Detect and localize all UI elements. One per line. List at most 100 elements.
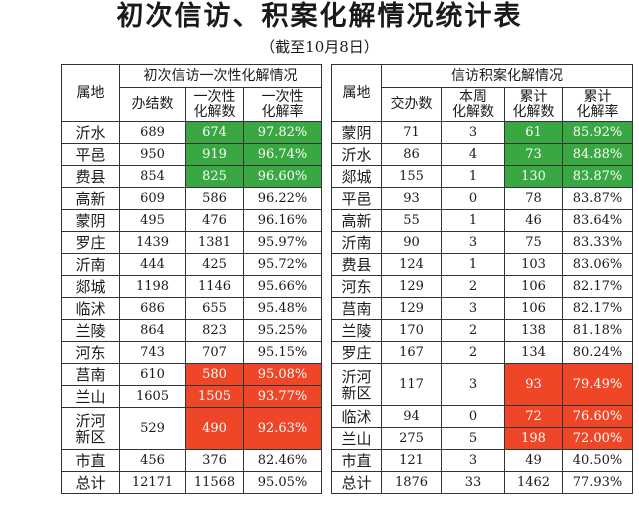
weekly-resolved: 3 — [441, 363, 505, 406]
table-row: 高新 55 1 46 83.64% — [331, 209, 633, 232]
area-name: 兰山 — [61, 385, 120, 408]
table-gap — [322, 64, 330, 501]
right-header-area: 属地 — [331, 64, 382, 122]
resolved-count: 950 — [119, 143, 186, 166]
table-row: 罗庄 1439 1381 95.97% — [61, 231, 322, 254]
assigned-count: 129 — [381, 275, 442, 298]
area-name: 河东 — [61, 341, 120, 364]
table-row: 河东 743 707 95.15% — [61, 341, 322, 364]
table-row: 费县 124 1 103 83.06% — [331, 253, 633, 276]
assigned-count: 121 — [381, 449, 442, 472]
assigned-count: 167 — [381, 341, 442, 364]
cumulative-resolved: 49 — [504, 449, 563, 472]
area-name: 罗庄 — [61, 231, 120, 254]
cumulative-rate: 85.92% — [562, 121, 633, 144]
area-name: 市直 — [331, 449, 382, 472]
cumulative-resolved: 138 — [504, 319, 563, 342]
one-time-rate: 95.66% — [243, 275, 322, 298]
table-row: 兰山 275 5 198 72.00% — [331, 427, 633, 450]
one-time-rate: 97.82% — [243, 121, 322, 144]
resolved-count: 686 — [119, 297, 186, 320]
right-header-d: 累计 化解率 — [562, 87, 633, 122]
one-time-rate: 95.48% — [243, 297, 322, 320]
cumulative-resolved: 73 — [504, 143, 563, 166]
area-name: 罗庄 — [331, 341, 382, 364]
weekly-resolved: 3 — [441, 231, 505, 254]
cumulative-rate: 83.06% — [562, 253, 633, 276]
area-name: 郯城 — [331, 165, 382, 188]
area-name: 蒙阴 — [61, 209, 120, 232]
table-row: 高新 609 586 96.22% — [61, 187, 322, 210]
weekly-resolved: 3 — [441, 449, 505, 472]
table-row: 费县 854 825 96.60% — [61, 165, 322, 188]
cumulative-resolved: 1462 — [504, 471, 563, 494]
table-row: 莒南 610 580 95.08% — [61, 363, 322, 386]
table-row: 沂河 新区 529 490 92.63% — [61, 407, 322, 450]
table-row: 罗庄 167 2 134 80.24% — [331, 341, 633, 364]
one-time-rate: 96.16% — [243, 209, 322, 232]
right-header-a: 交办数 — [381, 87, 442, 122]
cumulative-rate: 80.24% — [562, 341, 633, 364]
one-time-rate: 96.60% — [243, 165, 322, 188]
resolved-count: 529 — [119, 407, 186, 450]
table-row: 沂河 新区 117 3 93 79.49% — [331, 363, 633, 406]
cumulative-rate: 83.64% — [562, 209, 633, 232]
left-header-b: 一次性 化解数 — [185, 87, 244, 122]
area-name: 沂南 — [331, 231, 382, 254]
resolved-count: 1605 — [119, 385, 186, 408]
left-header-a: 办结数 — [119, 87, 186, 122]
one-time-rate: 95.05% — [243, 471, 322, 494]
left-header-area: 属地 — [61, 64, 120, 122]
right-header-c: 累计 化解数 — [504, 87, 563, 122]
cumulative-rate: 83.33% — [562, 231, 633, 254]
assigned-count: 275 — [381, 427, 442, 450]
area-name: 临沭 — [61, 297, 120, 320]
one-time-resolved: 580 — [185, 363, 244, 386]
area-name: 平邑 — [331, 187, 382, 210]
one-time-rate: 93.77% — [243, 385, 322, 408]
resolved-count: 609 — [119, 187, 186, 210]
weekly-resolved: 0 — [441, 187, 505, 210]
weekly-resolved: 2 — [441, 341, 505, 364]
table-row: 莒南 129 3 106 82.17% — [331, 297, 633, 320]
area-name: 总计 — [331, 471, 382, 494]
table-row: 郯城 155 1 130 83.87% — [331, 165, 633, 188]
cumulative-rate: 76.60% — [562, 405, 633, 428]
weekly-resolved: 1 — [441, 165, 505, 188]
resolved-count: 444 — [119, 253, 186, 276]
one-time-resolved: 655 — [185, 297, 244, 320]
table-row: 兰陵 864 823 95.25% — [61, 319, 322, 342]
cumulative-rate: 82.17% — [562, 297, 633, 320]
page-title: 初次信访、积案化解情况统计表 — [116, 1, 523, 32]
assigned-count: 117 — [381, 363, 442, 406]
assigned-count: 155 — [381, 165, 442, 188]
right-group-header: 信访积案化解情况 — [381, 64, 633, 88]
area-name: 高新 — [331, 209, 382, 232]
resolved-count: 12171 — [119, 471, 186, 494]
area-name: 郯城 — [61, 275, 120, 298]
table-row: 沂南 444 425 95.72% — [61, 253, 322, 276]
cumulative-rate: 83.87% — [562, 165, 633, 188]
weekly-resolved: 2 — [441, 319, 505, 342]
weekly-resolved: 1 — [441, 253, 505, 276]
resolved-count: 456 — [119, 449, 186, 472]
table-row: 平邑 950 919 96.74% — [61, 143, 322, 166]
table-row: 沂水 86 4 73 84.88% — [331, 143, 633, 166]
one-time-resolved: 707 — [185, 341, 244, 364]
one-time-rate: 92.63% — [243, 407, 322, 450]
one-time-rate: 96.74% — [243, 143, 322, 166]
table-row: 总计 1876 33 1462 77.93% — [331, 471, 633, 494]
one-time-resolved: 11568 — [185, 471, 244, 494]
assigned-count: 90 — [381, 231, 442, 254]
area-name: 沂河 新区 — [61, 407, 120, 450]
assigned-count: 55 — [381, 209, 442, 232]
assigned-count: 129 — [381, 297, 442, 320]
cumulative-rate: 84.88% — [562, 143, 633, 166]
one-time-resolved: 919 — [185, 143, 244, 166]
assigned-count: 1876 — [381, 471, 442, 494]
cumulative-resolved: 106 — [504, 275, 563, 298]
area-name: 临沭 — [331, 405, 382, 428]
area-name: 兰陵 — [61, 319, 120, 342]
table-row: 临沭 686 655 95.48% — [61, 297, 322, 320]
table-row: 平邑 93 0 78 83.87% — [331, 187, 633, 210]
